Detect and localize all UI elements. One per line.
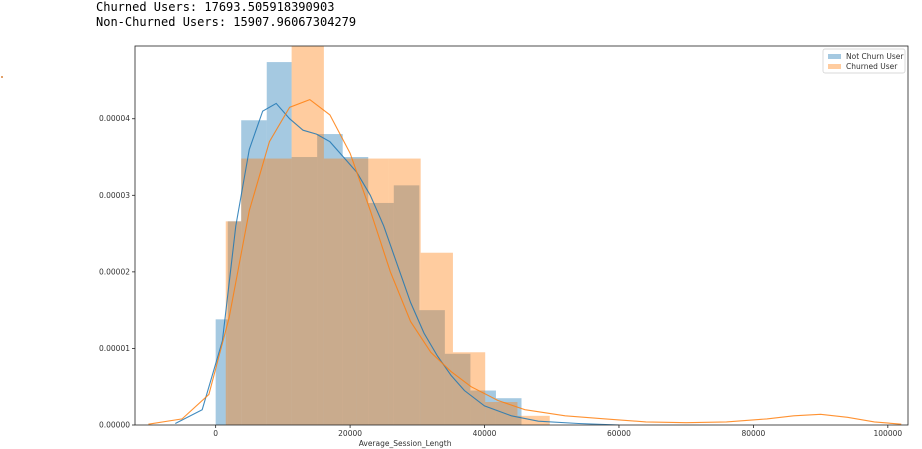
- histogram-bar: [291, 157, 318, 425]
- x-tick-label: 20000: [338, 429, 362, 438]
- y-tick-label: 0.00001: [99, 344, 130, 353]
- x-tick-label: 40000: [473, 429, 497, 438]
- cell-marker: [1, 76, 3, 78]
- histogram-bar: [444, 353, 471, 425]
- legend-swatch: [828, 64, 841, 69]
- plot-area: [148, 46, 902, 425]
- legend-label: Not Churn User: [846, 52, 904, 61]
- x-axis-label: Average_Session_Length: [359, 439, 452, 448]
- histogram-bar: [241, 158, 267, 425]
- histogram-bar: [485, 402, 518, 425]
- x-tick-label: 60000: [607, 429, 631, 438]
- series-churned-bars: [225, 46, 550, 425]
- histogram-bar: [368, 202, 394, 425]
- y-tick-label: 0.00004: [99, 114, 130, 123]
- histogram-bar: [419, 310, 445, 425]
- plot-frame: [134, 45, 909, 426]
- histogram-bar: [470, 390, 496, 425]
- kde-line-churned: [148, 98, 902, 425]
- histogram-bar: [266, 62, 292, 425]
- y-tick-label: 0.00000: [99, 421, 130, 430]
- x-tick-label: 100000: [874, 429, 903, 438]
- x-tick-label: 0: [213, 429, 218, 438]
- churned-users-output: Churned Users: 17693.505918390903: [96, 0, 335, 14]
- legend-box: [822, 48, 906, 74]
- histogram-bar: [291, 46, 324, 425]
- non-churned-users-output: Non-Churned Users: 15907.96067304279: [96, 15, 357, 29]
- histogram-bar: [393, 185, 420, 425]
- x-tick-label: 80000: [741, 429, 765, 438]
- histogram-bar: [452, 352, 486, 425]
- histogram-bar: [388, 158, 421, 425]
- histogram-bar: [420, 252, 453, 425]
- histogram-bar: [342, 157, 369, 425]
- legend-swatch: [828, 54, 841, 59]
- y-tick-label: 0.00002: [99, 267, 130, 276]
- histogram-bar: [317, 134, 343, 425]
- y-tick-label: 0.00003: [99, 191, 130, 200]
- histogram-bar: [323, 158, 357, 425]
- legend-label: Churned User: [846, 62, 898, 71]
- histogram-bar: [215, 319, 228, 425]
- kde-line-not-churn: [175, 102, 620, 425]
- histogram-bar: [266, 158, 292, 425]
- histogram-bar: [356, 158, 389, 425]
